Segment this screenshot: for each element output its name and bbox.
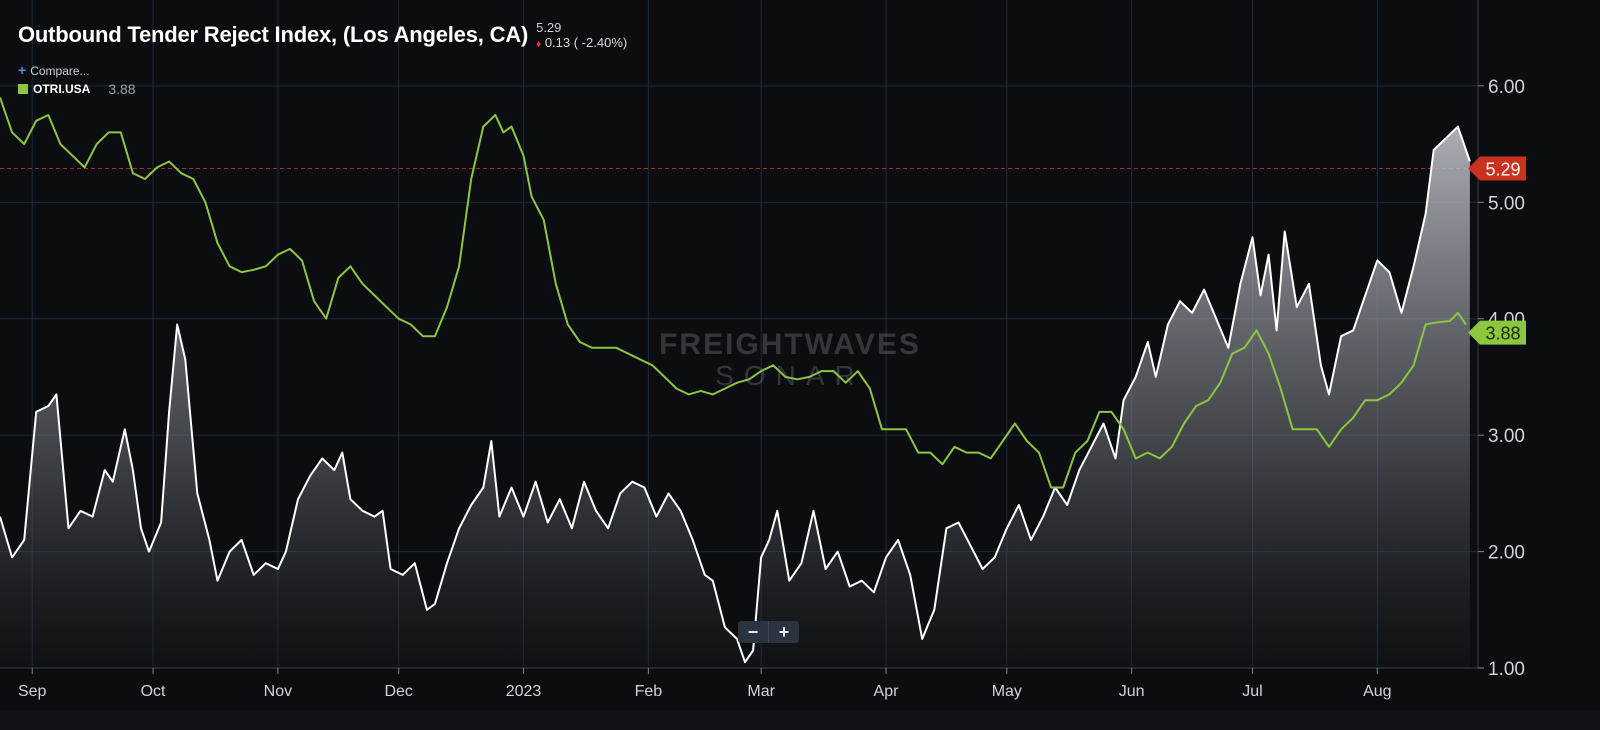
compare-label: Compare... bbox=[30, 64, 90, 78]
badge-shape bbox=[1468, 156, 1526, 181]
legend-item-otri-usa[interactable]: OTRI.USA 3.88 bbox=[18, 81, 627, 97]
badge-label: 5.29 bbox=[1485, 160, 1520, 180]
change-arrow-icon: ♦ bbox=[536, 39, 542, 50]
change-text: 0.13 ( -2.40%) bbox=[544, 35, 628, 50]
series-line-otri-usa bbox=[0, 97, 1467, 489]
x-tick-label: Mar bbox=[747, 683, 775, 700]
zoom-controls: − + bbox=[738, 621, 799, 643]
x-tick-label: Feb bbox=[635, 683, 663, 700]
x-tick-label: Jun bbox=[1119, 683, 1145, 700]
series-area bbox=[0, 126, 1470, 669]
x-tick-label: 2023 bbox=[506, 683, 542, 700]
y-tick-label: 5.00 bbox=[1488, 193, 1525, 214]
chart-header: Outbound Tender Reject Index, (Los Angel… bbox=[18, 20, 627, 97]
chart-title: Outbound Tender Reject Index, (Los Angel… bbox=[18, 22, 529, 47]
compare-button[interactable]: + Compare... bbox=[18, 62, 627, 78]
change-value: ♦ 0.13 ( -2.40%) bbox=[536, 35, 627, 52]
series-fill bbox=[0, 126, 1470, 669]
legend-series-name: OTRI.USA bbox=[33, 82, 91, 96]
legend-series-value: 3.88 bbox=[108, 81, 136, 97]
bottom-bar bbox=[0, 710, 1600, 730]
badge-label: 3.88 bbox=[1485, 324, 1520, 344]
y-tick-label: 1.00 bbox=[1488, 659, 1525, 680]
x-tick-label: Oct bbox=[141, 683, 166, 700]
y-tick-label: 3.00 bbox=[1488, 426, 1525, 447]
x-tick-label: Sep bbox=[18, 683, 47, 700]
x-tick-label: Nov bbox=[264, 683, 292, 700]
legend-swatch bbox=[18, 84, 28, 94]
zoom-in-button[interactable]: + bbox=[768, 621, 799, 643]
x-tick-label: Dec bbox=[384, 683, 412, 700]
series-lines bbox=[0, 97, 1471, 664]
x-tick-label: Apr bbox=[874, 683, 900, 700]
x-tick-label: May bbox=[992, 683, 1022, 700]
last-value-badges: 5.29 3.88 bbox=[1468, 156, 1526, 345]
last-value-badge-primary: 5.29 bbox=[1468, 156, 1526, 181]
quote-box: 5.29 ♦ 0.13 ( -2.40%) bbox=[536, 20, 627, 52]
y-tick-label: 6.00 bbox=[1488, 77, 1525, 98]
last-value-badge-otri: 3.88 bbox=[1468, 320, 1526, 345]
x-tick-label: Jul bbox=[1242, 683, 1262, 700]
badge-shape bbox=[1468, 320, 1526, 345]
x-tick-label: Aug bbox=[1363, 683, 1391, 700]
plus-icon: + bbox=[18, 62, 27, 78]
series-line-los-angeles bbox=[0, 125, 1471, 664]
last-value: 5.29 bbox=[536, 20, 562, 35]
y-tick-label: 2.00 bbox=[1488, 543, 1525, 564]
zoom-out-button[interactable]: − bbox=[747, 622, 759, 642]
